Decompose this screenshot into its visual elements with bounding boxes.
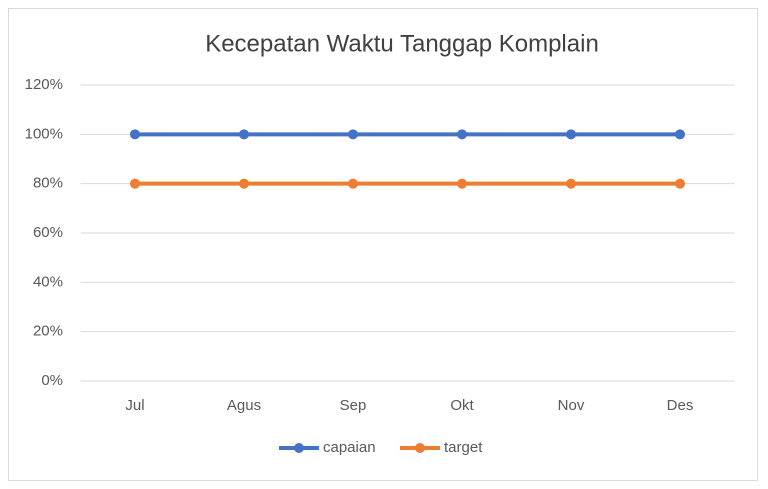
- data-point: [130, 129, 140, 140]
- chart-title: Kecepatan Waktu Tanggap Komplain: [205, 30, 599, 57]
- data-point: [457, 178, 467, 189]
- data-point: [348, 129, 358, 140]
- data-point: [675, 178, 685, 189]
- x-tick-label: Jul: [125, 397, 144, 414]
- data-point: [675, 129, 685, 140]
- legend-marker: [294, 443, 304, 453]
- legend-label: capaian: [323, 439, 376, 456]
- y-tick-label: 120%: [25, 76, 63, 93]
- y-tick-label: 40%: [33, 273, 63, 290]
- chart-border: [8, 8, 758, 481]
- data-point: [457, 129, 467, 140]
- data-point: [348, 178, 358, 189]
- y-tick-label: 0%: [41, 372, 63, 389]
- x-tick-label: Agus: [227, 397, 261, 414]
- y-tick-label: 60%: [33, 224, 63, 241]
- y-tick-label: 20%: [33, 323, 63, 340]
- y-tick-label: 100%: [25, 125, 63, 142]
- legend-marker: [415, 443, 425, 453]
- x-tick-label: Okt: [450, 397, 474, 414]
- data-point: [566, 129, 576, 140]
- data-point: [130, 178, 140, 189]
- y-tick-label: 80%: [33, 175, 63, 192]
- data-point: [239, 178, 249, 189]
- x-tick-label: Des: [667, 397, 694, 414]
- x-tick-label: Sep: [340, 397, 367, 414]
- data-point: [239, 129, 249, 140]
- data-point: [566, 178, 576, 189]
- x-tick-label: Nov: [558, 397, 585, 414]
- legend-label: target: [444, 439, 483, 456]
